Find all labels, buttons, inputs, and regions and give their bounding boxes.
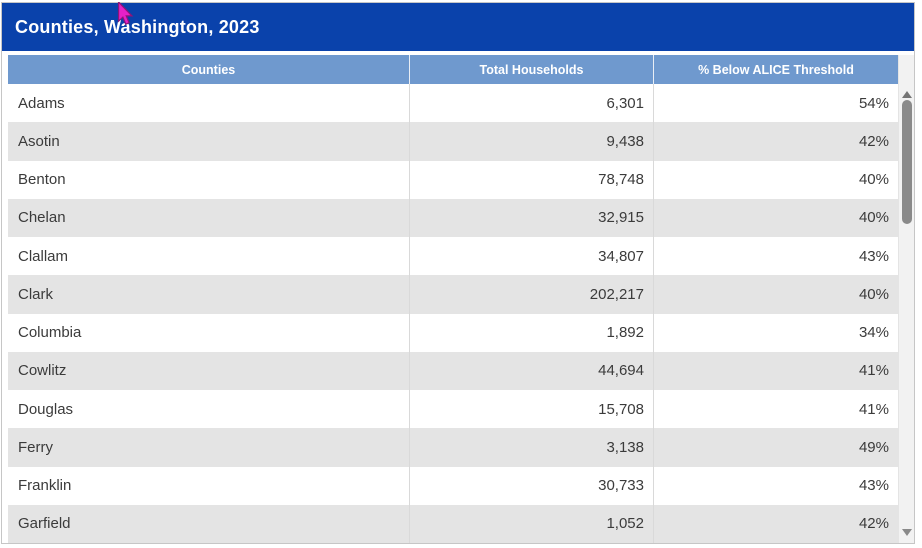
table-row[interactable]: Asotin 9,438 42% bbox=[8, 122, 898, 161]
county-cell: Ferry bbox=[18, 438, 53, 456]
households-cell: 34,807 bbox=[409, 237, 653, 276]
panel-title-bar: Counties, Washington, 2023 bbox=[2, 3, 914, 51]
table-row[interactable]: Benton 78,748 40% bbox=[8, 160, 898, 199]
percent-cell: 40% bbox=[653, 275, 898, 314]
table-row[interactable]: Adams 6,301 54% bbox=[8, 84, 898, 123]
table-row[interactable]: Columbia 1,892 34% bbox=[8, 313, 898, 352]
scrollbar-thumb[interactable] bbox=[901, 100, 912, 224]
households-cell: 78,748 bbox=[409, 160, 653, 199]
percent-cell: 54% bbox=[653, 84, 898, 123]
households-cell: 9,438 bbox=[409, 122, 653, 161]
scroll-up-button[interactable] bbox=[899, 86, 914, 102]
table-content: Counties Total Households % Below ALICE … bbox=[8, 55, 914, 543]
table-row[interactable]: Clark 202,217 40% bbox=[8, 275, 898, 314]
page-title: Counties, Washington, 2023 bbox=[15, 16, 260, 37]
percent-cell: 34% bbox=[653, 313, 898, 352]
scroll-down-button[interactable] bbox=[899, 524, 914, 540]
scrollbar-track[interactable] bbox=[899, 84, 914, 543]
table-row[interactable]: Franklin 30,733 43% bbox=[8, 466, 898, 505]
households-cell: 3,138 bbox=[409, 428, 653, 467]
percent-cell: 43% bbox=[653, 466, 898, 505]
scroll-down-icon bbox=[901, 528, 912, 536]
county-cell: Douglas bbox=[18, 400, 74, 418]
county-cell: Chelan bbox=[18, 209, 66, 227]
table-row[interactable]: Clallam 34,807 43% bbox=[8, 237, 898, 276]
column-header-percent-below-alice[interactable]: % Below ALICE Threshold bbox=[653, 55, 898, 84]
percent-cell: 42% bbox=[653, 504, 898, 543]
table-row[interactable]: Chelan 32,915 40% bbox=[8, 198, 898, 237]
column-header-total-households[interactable]: Total Households bbox=[409, 55, 653, 84]
households-cell: 202,217 bbox=[409, 275, 653, 314]
table-row[interactable]: Douglas 15,708 41% bbox=[8, 390, 898, 429]
vertical-scrollbar[interactable] bbox=[898, 55, 914, 543]
county-cell: Garfield bbox=[18, 515, 71, 533]
percent-cell: 40% bbox=[653, 160, 898, 199]
table-header-row: Counties Total Households % Below ALICE … bbox=[8, 55, 898, 84]
county-cell: Columbia bbox=[18, 324, 82, 342]
households-cell: 1,892 bbox=[409, 313, 653, 352]
percent-cell: 42% bbox=[653, 122, 898, 161]
households-cell: 6,301 bbox=[409, 84, 653, 123]
county-cell: Franklin bbox=[18, 477, 72, 495]
table-row[interactable]: Garfield 1,052 42% bbox=[8, 504, 898, 543]
table-body: Adams 6,301 54% Asotin 9,438 42% Benton … bbox=[8, 84, 898, 543]
county-cell: Benton bbox=[18, 171, 66, 189]
county-cell: Asotin bbox=[18, 132, 60, 150]
percent-cell: 41% bbox=[653, 390, 898, 429]
percent-cell: 43% bbox=[653, 237, 898, 276]
households-cell: 1,052 bbox=[409, 504, 653, 543]
percent-cell: 49% bbox=[653, 428, 898, 467]
column-header-counties[interactable]: Counties bbox=[181, 62, 236, 77]
county-cell: Cowlitz bbox=[18, 362, 67, 380]
households-cell: 32,915 bbox=[409, 198, 653, 237]
scroll-up-icon bbox=[901, 90, 912, 98]
county-cell: Adams bbox=[18, 94, 65, 112]
table-row[interactable]: Cowlitz 44,694 41% bbox=[8, 351, 898, 390]
percent-cell: 41% bbox=[653, 351, 898, 390]
table-row[interactable]: Ferry 3,138 49% bbox=[8, 428, 898, 467]
households-cell: 15,708 bbox=[409, 390, 653, 429]
counties-table: Counties Total Households % Below ALICE … bbox=[8, 55, 898, 543]
county-cell: Clallam bbox=[18, 247, 69, 265]
households-cell: 30,733 bbox=[409, 466, 653, 505]
county-cell: Clark bbox=[18, 285, 54, 303]
percent-cell: 40% bbox=[653, 198, 898, 237]
households-cell: 44,694 bbox=[409, 351, 653, 390]
